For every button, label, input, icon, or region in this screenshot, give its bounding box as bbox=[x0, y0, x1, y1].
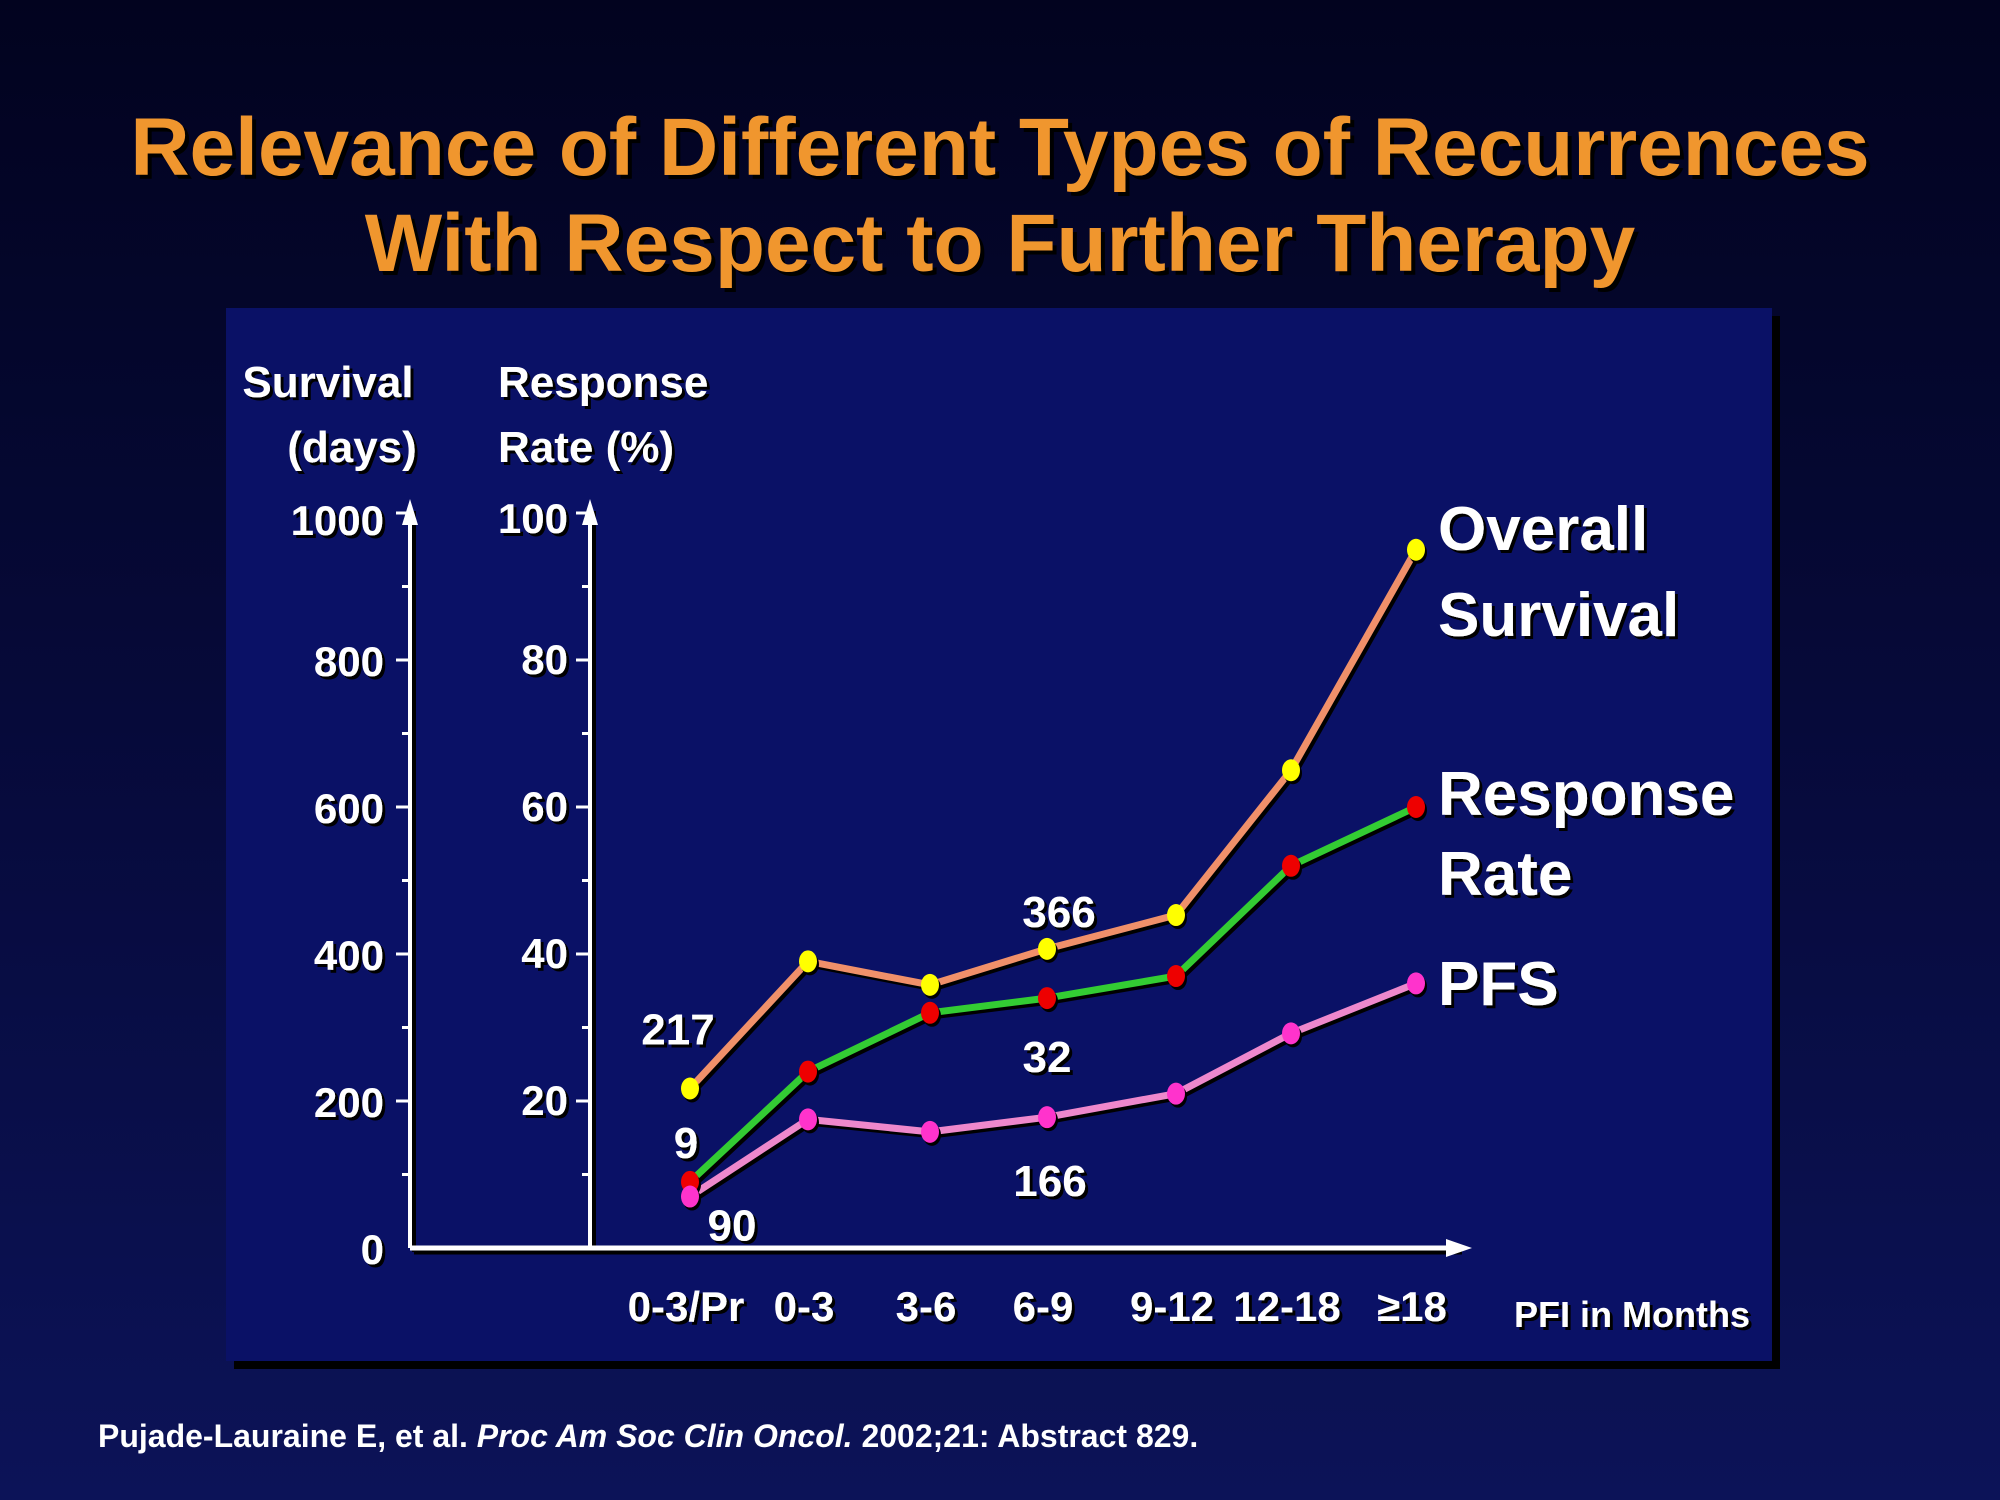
x-axis-tick-label: 0-3 bbox=[774, 1283, 835, 1330]
overall-survival-point bbox=[681, 1077, 699, 1100]
overall-survival-point bbox=[1282, 759, 1300, 782]
left-axis-tick-label: 0 bbox=[361, 1226, 384, 1273]
data-label: 90 bbox=[708, 1202, 757, 1251]
response-rate-point bbox=[1038, 987, 1056, 1010]
left-axis-tick-label: 800 bbox=[314, 638, 384, 685]
right-axis-tick-label: 60 bbox=[521, 783, 568, 830]
overall-survival-point bbox=[1407, 538, 1425, 561]
left-axis-tick-label: 200 bbox=[314, 1079, 384, 1126]
pfs-point bbox=[1407, 972, 1425, 995]
pfs-point bbox=[681, 1185, 699, 1208]
right-axis-title-line-1: Response bbox=[498, 358, 708, 407]
right-axis-title-line-2: Rate (%) bbox=[498, 423, 674, 472]
overall-survival-legend-label-line-1: Overall bbox=[1438, 495, 1648, 564]
data-label: 217 bbox=[641, 1006, 714, 1055]
response-rate-point bbox=[1167, 965, 1185, 988]
x-axis-tick-label: 3-6 bbox=[896, 1283, 957, 1330]
x-axis-tick-label: 6-9 bbox=[1013, 1283, 1074, 1330]
left-axis-tick-label: 600 bbox=[314, 785, 384, 832]
x-axis-tick-label: 0-3/Pr bbox=[628, 1283, 745, 1330]
pfs-point bbox=[1038, 1106, 1056, 1129]
slide-title-line-2: With Respect to Further Therapy bbox=[364, 198, 1636, 289]
response-rate-point bbox=[799, 1060, 817, 1083]
x-axis-tick-label: 9-12 bbox=[1130, 1283, 1214, 1330]
response-rate-legend-label-line-2: Rate bbox=[1438, 840, 1572, 909]
slide-title-line-1: Relevance of Different Types of Recurren… bbox=[130, 102, 1870, 193]
left-axis-title-line-2: (days) bbox=[287, 423, 417, 472]
overall-survival-legend-label-line-2: Survival bbox=[1438, 581, 1679, 650]
data-label: 366 bbox=[1022, 888, 1095, 937]
left-axis-tick-label: 1000 bbox=[291, 497, 384, 544]
x-axis-arrow bbox=[1446, 1239, 1472, 1257]
citation-details: 2002;21: Abstract 829. bbox=[861, 1418, 1199, 1454]
response-rate-point bbox=[1282, 854, 1300, 877]
pfs-legend-label-line-1: PFS bbox=[1438, 950, 1559, 1019]
right-axis-tick-label: 20 bbox=[521, 1077, 568, 1124]
overall-survival-point bbox=[1038, 937, 1056, 960]
chart-axes bbox=[396, 499, 1472, 1257]
chart-panel bbox=[226, 308, 1772, 1361]
chart-series bbox=[681, 538, 1427, 1211]
citation-authors: Pujade-Lauraine E, et al. bbox=[98, 1418, 468, 1454]
citation-journal: Proc Am Soc Clin Oncol. bbox=[476, 1418, 853, 1454]
data-label: 9 bbox=[674, 1119, 698, 1168]
left-axis-title-line-1: Survival bbox=[242, 358, 413, 407]
pfs-point bbox=[921, 1120, 939, 1143]
pfs-point bbox=[799, 1108, 817, 1131]
response-rate-point bbox=[1407, 796, 1425, 818]
data-label: 32 bbox=[1023, 1033, 1072, 1082]
x-axis-title: PFI in Months bbox=[1514, 1294, 1750, 1335]
pfs-point bbox=[1282, 1022, 1300, 1045]
response-rate-point bbox=[921, 1001, 939, 1024]
overall-survival-point bbox=[921, 973, 939, 996]
right-axis-tick-label: 100 bbox=[498, 495, 568, 542]
x-axis-tick-label: ≥18 bbox=[1377, 1283, 1447, 1330]
overall-survival-point bbox=[799, 950, 817, 973]
response-rate-legend-label-line-1: Response bbox=[1438, 760, 1734, 829]
slide-title: Relevance of Different Types of Recurren… bbox=[0, 100, 2000, 292]
right-axis-tick-label: 40 bbox=[521, 930, 568, 977]
overall-survival-point bbox=[1167, 904, 1185, 927]
right-axis-tick-label: 80 bbox=[521, 636, 568, 683]
overall-survival-line-shadow bbox=[690, 551, 1423, 1094]
left-axis-tick-label: 400 bbox=[314, 932, 384, 979]
citation: Pujade-Lauraine E, et al. Proc Am Soc Cl… bbox=[98, 1418, 1198, 1455]
pfs-point bbox=[1167, 1082, 1185, 1105]
data-label: 166 bbox=[1013, 1157, 1086, 1206]
x-axis-tick-label: 12-18 bbox=[1233, 1283, 1340, 1330]
